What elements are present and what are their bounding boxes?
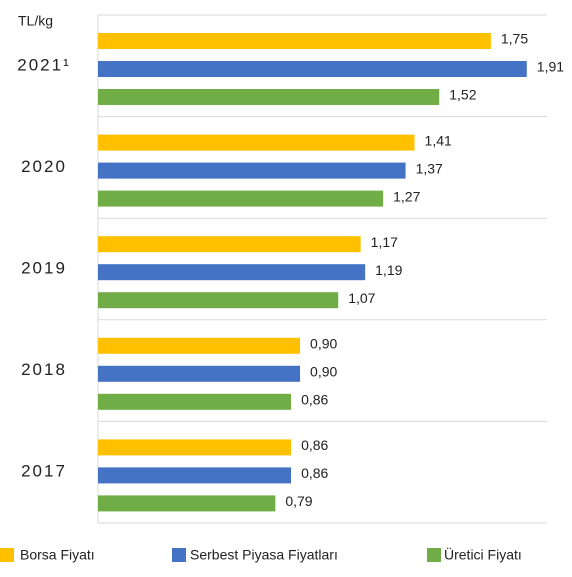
bar	[98, 134, 415, 151]
legend-swatch	[0, 548, 14, 562]
bar	[98, 264, 366, 281]
legend-label: Borsa Fiyatı	[20, 547, 95, 563]
bar	[98, 162, 406, 179]
data-label: 1,41	[425, 132, 452, 148]
data-label: 0,90	[310, 364, 337, 380]
bar	[98, 236, 361, 253]
data-label: 1,19	[375, 262, 402, 278]
data-label: 0,86	[301, 392, 328, 408]
bar	[98, 337, 301, 354]
data-label: 0,86	[301, 437, 328, 453]
bar	[98, 61, 527, 77]
data-label: 0,79	[285, 493, 312, 509]
legend-swatch	[172, 548, 186, 562]
data-label: 1,37	[416, 160, 443, 176]
category-label: 2018	[21, 360, 67, 379]
bar	[98, 292, 339, 309]
data-label: 1,07	[348, 290, 375, 306]
legend-swatch	[427, 548, 441, 562]
bar	[98, 495, 276, 512]
bar	[98, 439, 292, 456]
category-label: 2021¹	[17, 55, 70, 74]
bar	[98, 89, 440, 105]
bar	[98, 393, 292, 410]
bar	[98, 33, 491, 49]
data-label: 1,91	[537, 59, 564, 75]
data-label: 0,86	[301, 465, 328, 481]
data-label: 1,52	[449, 87, 476, 103]
category-label: 2020	[21, 157, 67, 176]
legend-label: Üretici Fiyatı	[444, 546, 522, 563]
y-axis-label: TL/kg	[18, 13, 53, 29]
data-label: 0,90	[310, 336, 337, 352]
bar	[98, 467, 292, 484]
data-label: 1,75	[501, 31, 528, 47]
legend-label: Serbest Piyasa Fiyatları	[190, 547, 338, 563]
data-label: 1,17	[371, 234, 398, 250]
category-label: 2017	[21, 462, 67, 481]
bar	[98, 190, 384, 207]
data-label: 1,27	[393, 188, 420, 204]
category-label: 2019	[21, 258, 67, 277]
bar	[98, 365, 301, 382]
